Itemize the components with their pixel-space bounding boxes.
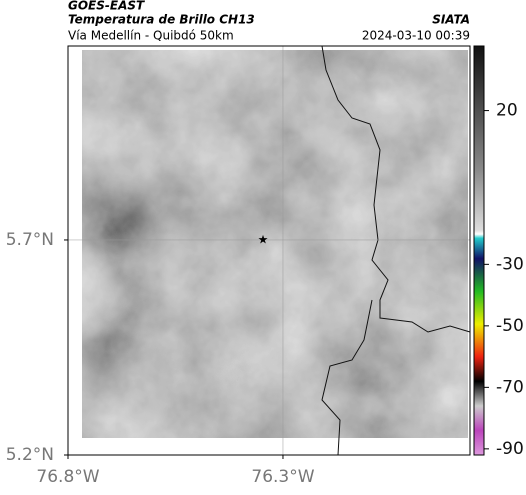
border-line	[321, 45, 471, 333]
y-tick-label: 5.7°N	[6, 230, 54, 250]
x-tick-label: 76.8°W	[36, 467, 99, 487]
colorbar-label: 20	[496, 101, 518, 121]
title: Temperatura de Brillo CH13	[68, 13, 255, 27]
x-tick-label: 76.3°W	[251, 467, 314, 487]
map-frame	[67, 45, 471, 456]
y-tick-label: 5.2°N	[6, 445, 54, 465]
border-line	[321, 299, 373, 456]
location-marker: ★	[258, 233, 269, 247]
colorbar-label: -70	[496, 377, 524, 397]
timestamp: 2024-03-10 00:39	[362, 29, 470, 43]
brand: SIATA	[432, 13, 470, 27]
colorbar	[473, 45, 485, 456]
satellite-image	[82, 50, 468, 438]
colorbar-label: -50	[496, 316, 524, 336]
colorbar-label: -90	[496, 439, 524, 459]
source: GOES-EAST	[68, 0, 145, 13]
subtitle: Vía Medellín - Quibdó 50km	[68, 29, 234, 43]
colorbar-label: -30	[496, 254, 524, 274]
